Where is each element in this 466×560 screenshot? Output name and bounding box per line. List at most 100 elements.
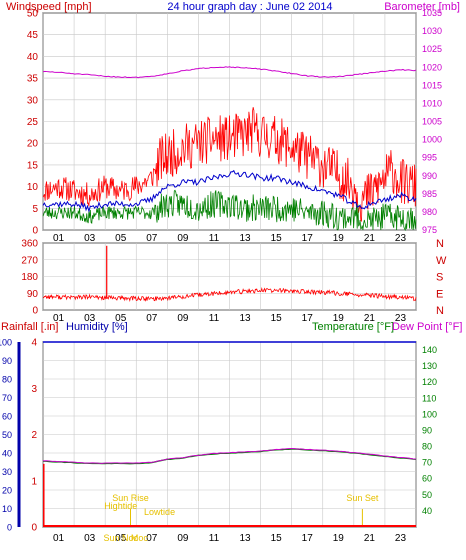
wind-x-tick-label: 11 xyxy=(209,233,220,244)
sun-event-label: Sun Rise xyxy=(112,493,149,503)
direction-x-tick-label: 03 xyxy=(84,313,96,324)
rain-x-tick-label: 07 xyxy=(146,533,158,544)
windspeed-label: Windspeed [mph] xyxy=(6,1,92,13)
rain-x-tick-label: 17 xyxy=(302,533,314,544)
sun-event-label: Sun Set xyxy=(346,493,379,503)
rain-x-tick-label: 19 xyxy=(333,533,345,544)
wind-x-tick-label: 07 xyxy=(146,233,158,244)
direction-x-tick-label: 01 xyxy=(53,313,65,324)
barometer-axis-tick-label: 1005 xyxy=(422,117,442,127)
barometer-axis-tick-label: 985 xyxy=(422,189,437,199)
rain-axis-tick-label: 3 xyxy=(31,384,37,395)
wind-axis-tick-label: 35 xyxy=(27,74,39,85)
x-axis-event-label: Sun Noc xyxy=(103,533,138,543)
temperature-axis-tick-label: 60 xyxy=(422,474,432,484)
panel-wind-barometer: 0510152025303540455097598098599099510001… xyxy=(27,8,442,244)
compass-label: W xyxy=(436,255,447,267)
tide-event-label: Hightide xyxy=(104,501,137,511)
wind-x-tick-label: 05 xyxy=(115,233,127,244)
barometer-axis-tick-label: 990 xyxy=(422,171,437,181)
temperature-axis-tick-label: 140 xyxy=(422,345,437,355)
temperature-axis-tick-label: 90 xyxy=(422,425,432,435)
direction-x-tick-label: 15 xyxy=(271,313,283,324)
series-wind-mean xyxy=(42,169,417,213)
compass-label: S xyxy=(436,272,443,284)
temperature-label: Temperature [°F] xyxy=(312,321,394,333)
graph-title: 24 hour graph day : June 02 2014 xyxy=(167,1,332,13)
x-axis-event-label: Moc xyxy=(131,533,149,543)
rain-axis-tick-label: 0 xyxy=(31,523,37,534)
tide-event-label: Lowtide xyxy=(144,507,175,517)
temperature-axis-tick-label: 110 xyxy=(422,393,436,403)
wind-x-tick-label: 15 xyxy=(271,233,283,244)
wind-axis-tick-label: 15 xyxy=(27,160,39,171)
barometer-axis-tick-label: 1025 xyxy=(422,44,442,54)
temperature-axis-tick-label: 100 xyxy=(422,409,437,419)
wind-axis-tick-label: 10 xyxy=(27,182,39,193)
direction-axis-tick-label: 180 xyxy=(21,272,38,283)
direction-axis-tick-label: 0 xyxy=(32,306,38,317)
rain-x-tick-label: 05 xyxy=(115,533,127,544)
rain-axis-tick-label: 4 xyxy=(31,338,37,349)
barometer-axis-tick-label: 975 xyxy=(422,225,437,235)
wind-x-tick-label: 19 xyxy=(333,233,345,244)
rain-x-tick-label: 21 xyxy=(364,533,376,544)
temperature-axis-tick-label: 70 xyxy=(422,458,432,468)
wind-axis-tick-label: 25 xyxy=(27,117,39,128)
wind-axis-tick-label: 45 xyxy=(27,30,39,41)
rain-x-tick-label: 13 xyxy=(239,533,251,544)
panel-wind-direction: 0 N 90 E 180 S 270 W 360 N 01 03 05 07 09 11 13 15 17 19 21 2… xyxy=(21,238,447,324)
wind-x-tick-label: 17 xyxy=(302,233,314,244)
humidity-axis-tick-label: 80 xyxy=(2,375,12,385)
wind-axis-tick-label: 40 xyxy=(27,52,39,63)
series-barometer xyxy=(42,66,417,79)
direction-x-tick-label: 17 xyxy=(302,313,314,324)
temperature-axis-tick-label: 80 xyxy=(422,442,432,452)
series-dewpoint xyxy=(42,448,417,464)
rainfall-label: Rainfall [.in] xyxy=(1,321,58,333)
barometer-axis-tick-label: 1000 xyxy=(422,135,442,145)
humidity-axis-tick-label: 60 xyxy=(2,412,12,422)
series-wind-direction xyxy=(42,287,417,303)
rain-x-tick-label: 03 xyxy=(84,533,96,544)
direction-x-tick-label: 09 xyxy=(177,313,189,324)
direction-axis-tick-label: 270 xyxy=(21,255,38,266)
barometer-axis-tick-label: 995 xyxy=(422,153,437,163)
series-wind-average xyxy=(42,189,417,232)
direction-x-tick-label: 11 xyxy=(209,313,220,324)
barometer-axis-tick-label: 1015 xyxy=(422,80,442,90)
humidity-axis-tick-label: 10 xyxy=(2,504,12,514)
direction-axis-tick-label: 360 xyxy=(21,239,38,250)
wind-axis-tick-label: 20 xyxy=(27,139,39,150)
compass-label: N xyxy=(436,238,444,250)
dewpoint-label: Dew Point [°F] xyxy=(392,321,462,333)
compass-label: E xyxy=(436,288,443,300)
temperature-axis-tick-label: 120 xyxy=(422,377,437,387)
direction-axis-tick-label: 90 xyxy=(27,289,39,300)
temperature-axis-tick-label: 50 xyxy=(422,490,432,500)
wind-axis-tick-label: 0 xyxy=(32,226,38,237)
direction-x-tick-label: 07 xyxy=(146,313,158,324)
humidity-axis-tick-label: 0 xyxy=(7,523,12,533)
humidity-label: Humidity [%] xyxy=(66,321,128,333)
wind-x-tick-label: 23 xyxy=(395,233,407,244)
barometer-axis-tick-label: 1030 xyxy=(422,26,442,36)
rain-total-marker xyxy=(43,463,45,527)
wind-axis-tick-label: 30 xyxy=(27,95,39,106)
wind-x-tick-label: 09 xyxy=(177,233,189,244)
rain-axis-tick-label: 1 xyxy=(31,476,37,487)
panel-rain-humidity-temp: 0102030405060708090100012344050607080901… xyxy=(0,338,437,545)
wind-x-tick-label: 13 xyxy=(239,233,251,244)
series-wind-gust xyxy=(42,107,417,222)
direction-x-tick-label: 19 xyxy=(333,313,345,324)
rain-x-tick-label: 23 xyxy=(395,533,407,544)
temperature-axis-tick-label: 40 xyxy=(422,506,432,516)
barometer-axis-tick-label: 980 xyxy=(422,207,437,217)
wind-axis-tick-label: 5 xyxy=(32,204,38,215)
direction-x-tick-label: 05 xyxy=(115,313,127,324)
humidity-axis-tick-label: 20 xyxy=(2,486,12,496)
humidity-axis-tick-label: 90 xyxy=(2,356,12,366)
direction-x-tick-label: 23 xyxy=(395,313,407,324)
